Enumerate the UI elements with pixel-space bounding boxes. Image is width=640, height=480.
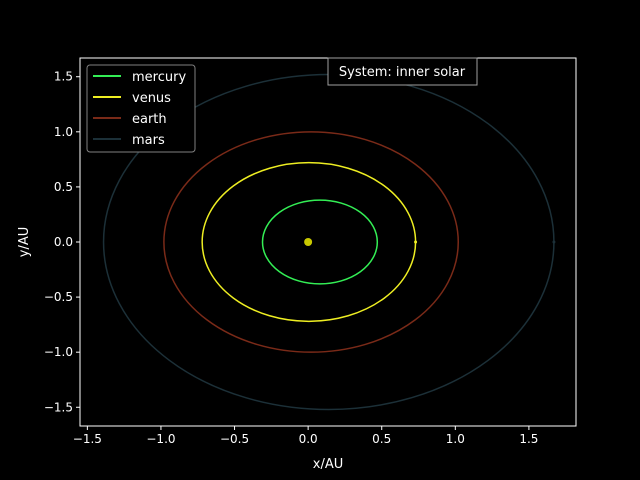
y-axis-ticks: −1.5 −1.0 −0.5 0.0 0.5 1.0 1.5 bbox=[44, 70, 80, 414]
x-tick-label: 0.0 bbox=[299, 432, 318, 446]
y-tick-label: −1.0 bbox=[44, 345, 73, 359]
y-axis-label: y/AU bbox=[17, 227, 32, 257]
x-axis-ticks: −1.5 −1.0 −0.5 0.0 0.5 1.0 1.5 bbox=[73, 426, 538, 446]
planet-venus bbox=[414, 240, 418, 244]
planet-mars bbox=[552, 240, 556, 244]
annotation-frame bbox=[327, 57, 478, 86]
y-tick-label: 0.5 bbox=[54, 180, 73, 194]
legend-label-mercury: mercury bbox=[132, 70, 186, 85]
legend-frame bbox=[86, 64, 196, 153]
y-tick-label: 1.5 bbox=[54, 70, 73, 84]
x-tick-label: −0.5 bbox=[220, 432, 249, 446]
y-tick-label: 1.0 bbox=[54, 125, 73, 139]
y-tick-label: −0.5 bbox=[44, 290, 73, 304]
system-annotation: System: inner solar bbox=[327, 57, 478, 86]
x-axis-label: x/AU bbox=[313, 457, 343, 472]
orbit-earth bbox=[163, 131, 460, 353]
x-tick-label: −1.0 bbox=[146, 432, 175, 446]
legend-label-earth: earth bbox=[132, 112, 167, 127]
orbit-mercury bbox=[261, 199, 379, 285]
legend: mercury venus earth mars bbox=[86, 64, 196, 153]
sun-marker bbox=[304, 238, 313, 246]
y-tick-label: −1.5 bbox=[44, 400, 73, 414]
legend-label-mars: mars bbox=[132, 133, 165, 148]
legend-label-venus: venus bbox=[132, 91, 171, 106]
x-tick-label: 1.0 bbox=[446, 432, 465, 446]
x-tick-label: 0.5 bbox=[372, 432, 391, 446]
x-tick-label: 1.5 bbox=[519, 432, 538, 446]
x-tick-label: −1.5 bbox=[73, 432, 102, 446]
y-tick-label: 0.0 bbox=[54, 235, 73, 249]
annotation-text: System: inner solar bbox=[339, 65, 466, 80]
